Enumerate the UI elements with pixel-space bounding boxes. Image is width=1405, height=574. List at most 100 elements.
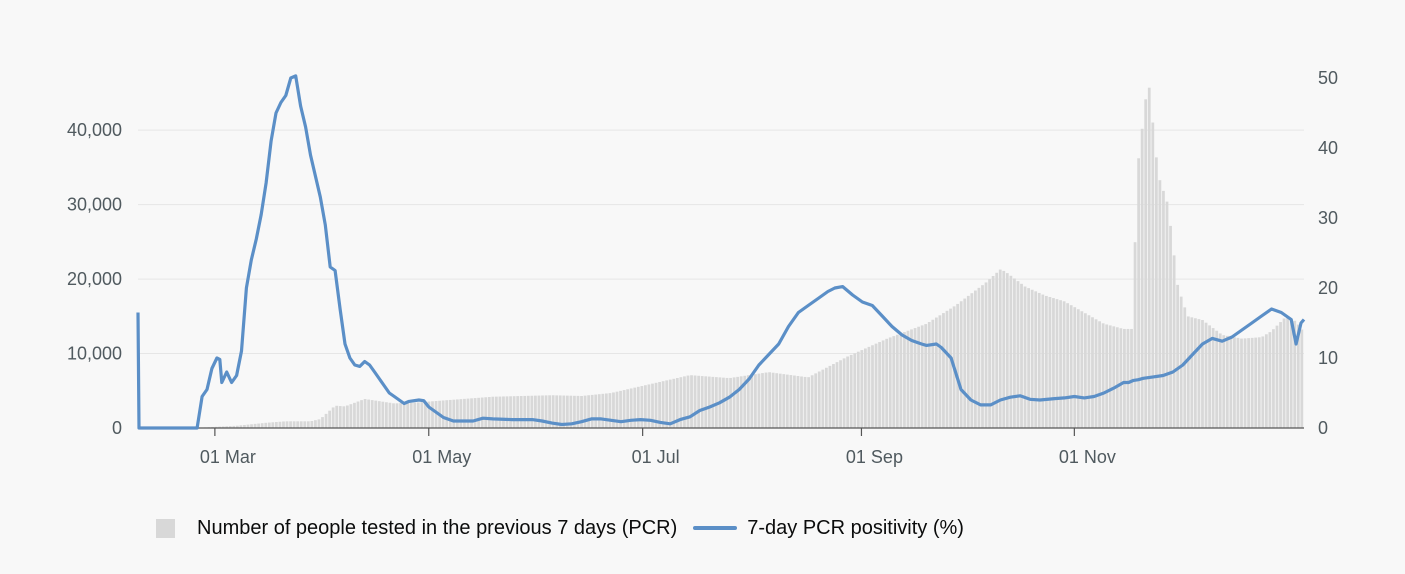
bar <box>353 402 356 428</box>
bar <box>1165 201 1169 428</box>
bar <box>310 420 314 428</box>
bar <box>1233 337 1236 428</box>
bar <box>431 401 434 428</box>
bar <box>828 365 832 428</box>
bar <box>846 356 850 428</box>
bar <box>413 402 417 428</box>
y-right-tick-label: 30 <box>1318 208 1338 228</box>
bar <box>601 393 605 428</box>
bar <box>314 420 317 428</box>
bar <box>534 395 537 428</box>
bar <box>1101 323 1105 428</box>
bar <box>590 394 594 428</box>
bar <box>388 402 392 428</box>
bar <box>640 386 644 428</box>
bar <box>487 396 491 428</box>
bar <box>285 421 289 428</box>
bar <box>537 395 541 428</box>
bar <box>895 334 899 428</box>
bar <box>856 351 860 428</box>
bar <box>1193 318 1197 428</box>
bar <box>867 346 871 428</box>
bar <box>1208 325 1211 428</box>
bar <box>548 395 551 428</box>
bar <box>789 375 793 428</box>
bar <box>761 373 764 428</box>
bar <box>274 422 278 428</box>
bar <box>970 293 974 428</box>
bar <box>1087 315 1091 428</box>
bar <box>360 400 363 428</box>
bar <box>981 285 984 428</box>
bar <box>367 399 371 428</box>
x-tick-label: 01 May <box>412 447 471 467</box>
bar <box>1162 190 1165 428</box>
bar <box>306 421 310 428</box>
bar <box>668 379 672 428</box>
bar <box>849 354 853 428</box>
bar <box>995 272 999 428</box>
bar <box>363 399 367 428</box>
bar <box>505 396 509 428</box>
y-left-tick-label: 0 <box>112 418 122 438</box>
bar <box>1055 299 1059 428</box>
bar <box>1229 336 1233 428</box>
bar <box>1098 321 1101 428</box>
bar <box>1179 296 1183 428</box>
bar <box>459 399 463 428</box>
bar <box>839 360 842 428</box>
bar <box>807 377 811 428</box>
bar <box>739 376 743 428</box>
bar <box>1080 311 1084 428</box>
bar <box>658 382 661 428</box>
bar <box>785 374 789 428</box>
bar <box>697 375 701 428</box>
bar <box>345 405 349 428</box>
bar <box>491 396 495 428</box>
bar <box>257 423 261 428</box>
bar <box>580 395 583 428</box>
bar <box>754 374 757 428</box>
bar <box>924 324 928 428</box>
bar <box>1091 317 1094 428</box>
bar <box>729 377 732 428</box>
bar <box>573 395 576 428</box>
bar <box>1218 333 1222 428</box>
bar <box>509 396 512 428</box>
bar <box>253 423 257 428</box>
bar <box>782 374 786 428</box>
bar <box>949 308 952 428</box>
bar <box>1154 157 1158 428</box>
bar <box>796 376 800 428</box>
bar <box>1147 87 1151 429</box>
bar <box>235 425 239 428</box>
bar <box>757 373 761 428</box>
bar <box>392 403 395 428</box>
bar <box>1296 324 1300 428</box>
bar <box>239 425 243 428</box>
bar <box>1272 329 1275 428</box>
bar <box>250 424 253 428</box>
bar <box>1123 328 1126 428</box>
bar <box>1282 318 1286 428</box>
bar <box>959 301 963 428</box>
bar <box>1034 291 1038 428</box>
bar <box>629 388 633 428</box>
bar <box>597 394 601 428</box>
bar <box>324 413 328 428</box>
bar <box>1286 317 1290 428</box>
bar <box>576 395 580 428</box>
bar <box>1275 325 1279 428</box>
bar <box>356 401 360 428</box>
bar <box>477 397 481 428</box>
bar <box>1289 318 1293 428</box>
bar <box>1052 298 1055 428</box>
bar <box>466 398 470 428</box>
bar <box>427 401 431 428</box>
bars-layer <box>196 87 1304 429</box>
bar <box>810 375 814 428</box>
bar <box>910 329 913 428</box>
bar <box>764 372 768 428</box>
